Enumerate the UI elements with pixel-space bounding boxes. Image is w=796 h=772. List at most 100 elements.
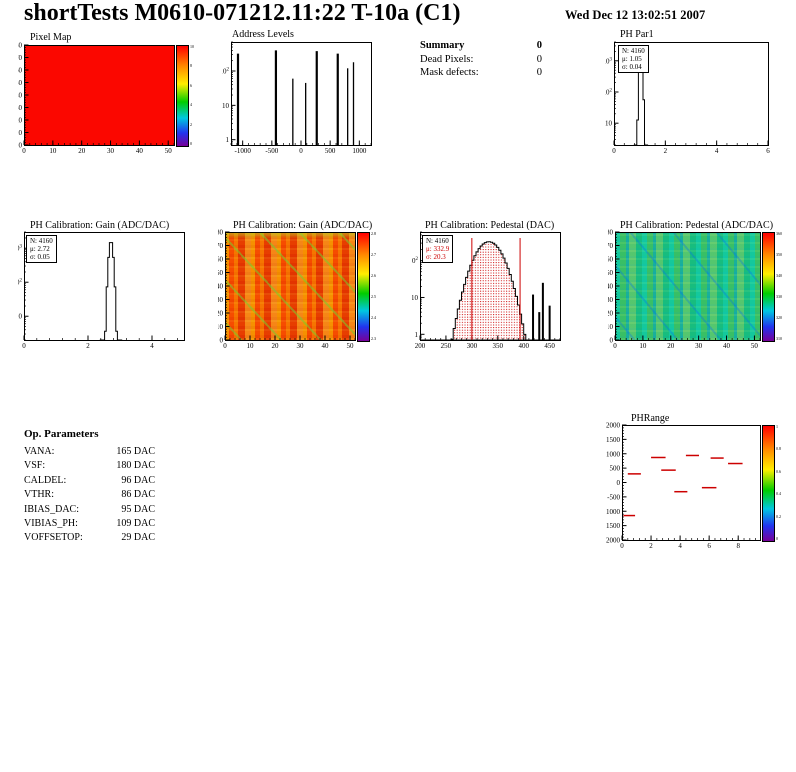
svg-text:10: 10: [605, 120, 613, 128]
svg-text:50: 50: [18, 79, 23, 87]
gain-map-title: PH Calibration: Gain (ADC/DAC): [233, 220, 373, 231]
svg-text:40: 40: [218, 283, 224, 291]
svg-text:60: 60: [608, 256, 614, 264]
colorbar-tick-label: 0: [190, 141, 192, 146]
svg-text:30: 30: [608, 296, 614, 304]
panel-pixel-map: Pixel Map 0102030405001020304050607080 1…: [18, 30, 218, 162]
svg-text:30: 30: [297, 342, 305, 350]
svg-text:80: 80: [18, 42, 23, 50]
op-parameter-label: CALDEL:: [24, 474, 67, 486]
svg-text:250: 250: [441, 342, 452, 350]
svg-text:50: 50: [608, 269, 614, 277]
colorbar-tick-label: 330: [776, 294, 782, 299]
pedestal-histogram-title: PH Calibration: Pedestal (DAC): [425, 220, 555, 231]
svg-text:0: 0: [22, 342, 26, 350]
svg-text:300: 300: [467, 342, 478, 350]
svg-text:400: 400: [518, 342, 529, 350]
op-parameter-value: 109 DAC: [116, 517, 155, 529]
svg-text:40: 40: [136, 147, 144, 155]
svg-text:10: 10: [222, 102, 230, 110]
svg-text:2: 2: [649, 542, 653, 550]
pedestal-map-title: PH Calibration: Pedestal (ADC/DAC): [620, 220, 774, 231]
op-parameter-row: VOFFSETOP: 29 DAC: [24, 532, 155, 543]
colorbar-tick-label: 0.4: [776, 491, 781, 497]
op-parameter-label: VANA:: [24, 446, 55, 457]
svg-text:0: 0: [223, 342, 227, 350]
svg-text:30: 30: [107, 147, 115, 155]
op-parameter-value: 165 DAC: [116, 446, 155, 457]
svg-text:50: 50: [751, 342, 759, 350]
svg-text:30: 30: [218, 296, 224, 304]
pedestal-map-colorbar: [762, 232, 775, 342]
op-parameter-label: VIBIAS_PH:: [24, 517, 78, 529]
op-parameter-label: VOFFSETOP:: [24, 532, 83, 544]
colorbar-tick-label: 2.7: [371, 252, 376, 257]
colorbar-tick-label: 2.3: [371, 336, 376, 341]
colorbar-tick-label: 4: [190, 102, 192, 108]
svg-text:6: 6: [766, 147, 770, 155]
summary-row-value: 0: [536, 67, 542, 78]
svg-text:1000: 1000: [606, 450, 621, 458]
svg-text:1500: 1500: [606, 436, 621, 444]
op-parameter-row: CALDEL: 96 DAC: [24, 475, 155, 486]
svg-text:-500: -500: [265, 147, 278, 155]
svg-text:103: 103: [18, 245, 23, 253]
svg-text:40: 40: [723, 342, 731, 350]
gain-heatmap: [225, 232, 355, 340]
svg-text:20: 20: [667, 342, 675, 350]
svg-text:200: 200: [415, 342, 426, 350]
gain_hist-stats-box: N: 4160 μ: 2.72 σ: 0.05: [26, 235, 57, 263]
op-parameter-value: 29 DAC: [121, 532, 155, 544]
svg-text:70: 70: [608, 242, 614, 250]
svg-text:6: 6: [707, 542, 711, 550]
colorbar-tick-label: 2.5: [371, 294, 376, 299]
colorbar-tick-label: 350: [776, 252, 782, 257]
svg-text:1000: 1000: [352, 147, 367, 155]
svg-text:60: 60: [218, 256, 224, 264]
svg-text:0: 0: [299, 147, 303, 155]
stats-line: N: 4160: [622, 47, 645, 55]
op-parameter-row: VTHR: 86 DAC: [24, 489, 155, 500]
svg-text:70: 70: [218, 242, 224, 250]
colorbar-tick-label: 340: [776, 273, 782, 278]
pixel-map-colorbar: [176, 45, 189, 147]
summary-block: Summary 0 Dead Pixels: 0 Mask defects: 0: [420, 40, 560, 90]
ph-range-colorbar: [762, 425, 775, 542]
svg-text:0: 0: [613, 342, 617, 350]
svg-text:350: 350: [493, 342, 504, 350]
summary-row-value: 0: [536, 53, 542, 65]
report-date: Wed Dec 12 13:02:51 2007: [565, 8, 706, 22]
svg-text:20: 20: [218, 310, 224, 318]
svg-text:10: 10: [18, 313, 23, 321]
summary-row-label: Mask defects:: [420, 67, 479, 78]
svg-text:30: 30: [18, 104, 23, 112]
stats-line: σ: 0.04: [622, 63, 642, 71]
ped_hist-stats-box: N: 4160 μ: 332.9 σ: 20.3: [422, 235, 454, 263]
svg-text:60: 60: [18, 67, 23, 75]
colorbar-tick-label: 0.6: [776, 468, 781, 474]
svg-text:20: 20: [608, 310, 614, 318]
svg-text:0: 0: [617, 479, 621, 487]
summary-row-label: Dead Pixels:: [420, 53, 474, 65]
address-levels-plot: -1000 -500 0 500 1000 102 10 1: [222, 41, 372, 155]
op-parameter-row: VANA: 165 DAC: [24, 446, 155, 457]
colorbar-tick-label: 8: [190, 63, 192, 69]
panel-address-levels: Address Levels -1000 -500 0 500 1000 102 10 1: [222, 28, 382, 162]
svg-text:1000: 1000: [606, 508, 621, 516]
stats-line: N: 4160: [426, 237, 449, 245]
op-parameter-value: 96 DAC: [121, 474, 155, 486]
stats-line: μ: 1.05: [622, 55, 642, 63]
svg-text:0: 0: [612, 147, 616, 155]
op-parameter-label: IBIAS_DAC:: [24, 503, 80, 515]
svg-text:2: 2: [86, 342, 90, 350]
svg-text:20: 20: [78, 147, 86, 155]
svg-text:0: 0: [220, 337, 224, 345]
colorbar-tick-label: 6: [190, 82, 192, 88]
svg-text:10: 10: [218, 323, 224, 331]
svg-text:4: 4: [150, 342, 154, 350]
stats-line: μ: 332.9: [426, 245, 450, 253]
pixel-map-heatmap: [24, 45, 174, 145]
svg-text:102: 102: [222, 68, 230, 76]
op-parameter-value: 86 DAC: [121, 489, 155, 501]
stats-line: μ: 2.72: [30, 245, 50, 253]
